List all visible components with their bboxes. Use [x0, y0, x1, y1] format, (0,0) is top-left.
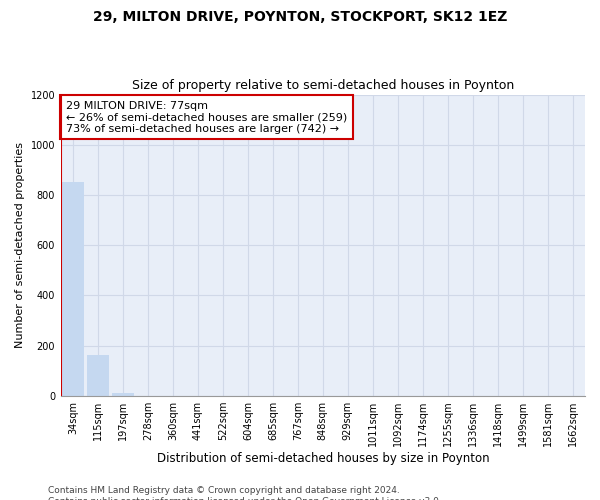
Title: Size of property relative to semi-detached houses in Poynton: Size of property relative to semi-detach…	[132, 79, 514, 92]
Text: Contains public sector information licensed under the Open Government Licence v3: Contains public sector information licen…	[48, 497, 442, 500]
Y-axis label: Number of semi-detached properties: Number of semi-detached properties	[15, 142, 25, 348]
Text: 29 MILTON DRIVE: 77sqm
← 26% of semi-detached houses are smaller (259)
73% of se: 29 MILTON DRIVE: 77sqm ← 26% of semi-det…	[66, 100, 347, 134]
Bar	[112, 392, 134, 396]
Bar	[62, 182, 85, 396]
Bar	[87, 356, 109, 396]
Text: Contains HM Land Registry data © Crown copyright and database right 2024.: Contains HM Land Registry data © Crown c…	[48, 486, 400, 495]
Text: 29, MILTON DRIVE, POYNTON, STOCKPORT, SK12 1EZ: 29, MILTON DRIVE, POYNTON, STOCKPORT, SK…	[93, 10, 507, 24]
X-axis label: Distribution of semi-detached houses by size in Poynton: Distribution of semi-detached houses by …	[157, 452, 489, 465]
